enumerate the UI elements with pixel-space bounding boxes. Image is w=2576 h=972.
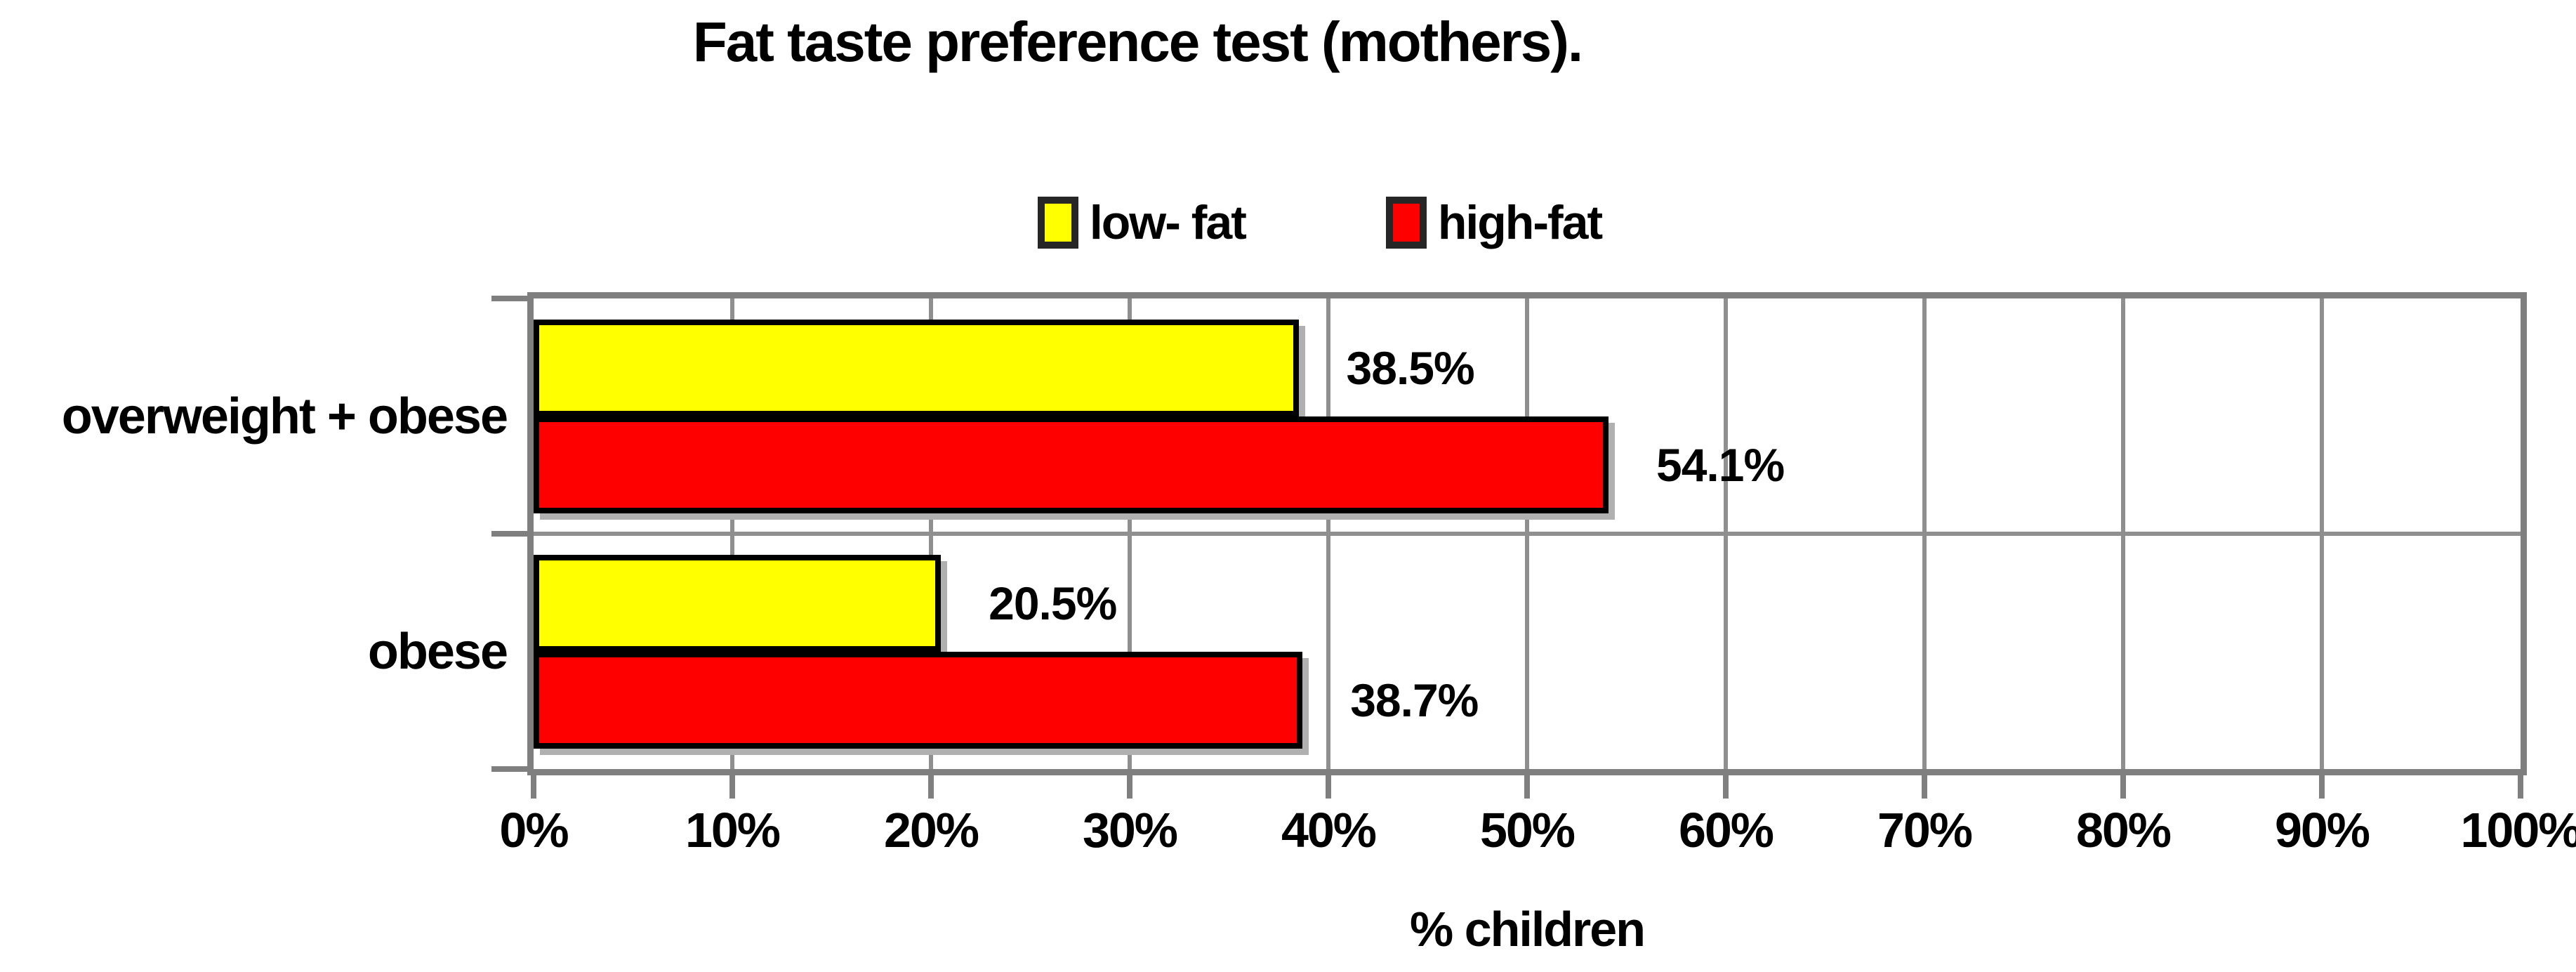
x-axis-tick (928, 769, 934, 799)
legend-swatch-high-fat-icon (1385, 197, 1427, 249)
y-axis-tick (491, 766, 534, 772)
x-axis-tick (2319, 769, 2325, 799)
y-axis-tick (491, 531, 534, 537)
chart-title: Fat taste preference test (mothers). (692, 11, 1583, 73)
category-label: obese (367, 623, 508, 680)
legend-label-low-fat: low- fat (1089, 196, 1247, 249)
x-tick-label: 60% (1678, 803, 1774, 858)
bar-value-label: 20.5% (989, 577, 1117, 629)
legend-item-low-fat: low- fat (1037, 195, 1247, 250)
x-axis-tick (1127, 769, 1132, 799)
legend-item-high-fat: high-fat (1385, 195, 1603, 250)
x-tick-label: 30% (1082, 803, 1178, 858)
bar-value-label: 38.7% (1350, 674, 1479, 726)
x-axis-title: % children (1410, 902, 1646, 957)
x-tick-label: 70% (1877, 803, 1973, 858)
y-axis-tick (491, 296, 534, 301)
x-axis-tick (1723, 769, 1729, 799)
gridline-horizontal (534, 532, 2521, 536)
x-axis-tick (1524, 769, 1530, 799)
x-tick-label: 50% (1479, 803, 1576, 858)
x-tick-label: 0% (499, 803, 569, 858)
x-tick-label: 100% (2460, 803, 2576, 858)
x-tick-label: 10% (685, 803, 781, 858)
bar-low-fat-obese (534, 554, 942, 652)
bar-low-fat-overweight-obese (534, 319, 1299, 416)
bar-high-fat-obese (534, 651, 1303, 749)
x-axis-tick (2518, 769, 2523, 799)
x-axis-tick (1922, 769, 1927, 799)
x-axis-tick (729, 769, 735, 799)
x-axis-tick (2120, 769, 2126, 799)
x-tick-label: 40% (1281, 803, 1377, 858)
bar-high-fat-overweight-obese (534, 416, 1609, 513)
legend-label-high-fat: high-fat (1437, 196, 1603, 249)
x-axis-tick (531, 769, 536, 799)
legend: low- fat high-fat (32, 195, 2576, 250)
x-tick-label: 90% (2274, 803, 2370, 858)
x-tick-label: 20% (883, 803, 979, 858)
bar-value-label: 38.5% (1346, 341, 1475, 394)
bar-value-label: 54.1% (1656, 438, 1785, 491)
category-label: overweight + obese (61, 388, 508, 445)
x-tick-label: 80% (2075, 803, 2172, 858)
x-axis-tick (1326, 769, 1331, 799)
plot-area (527, 292, 2527, 775)
legend-swatch-low-fat-icon (1037, 197, 1078, 249)
